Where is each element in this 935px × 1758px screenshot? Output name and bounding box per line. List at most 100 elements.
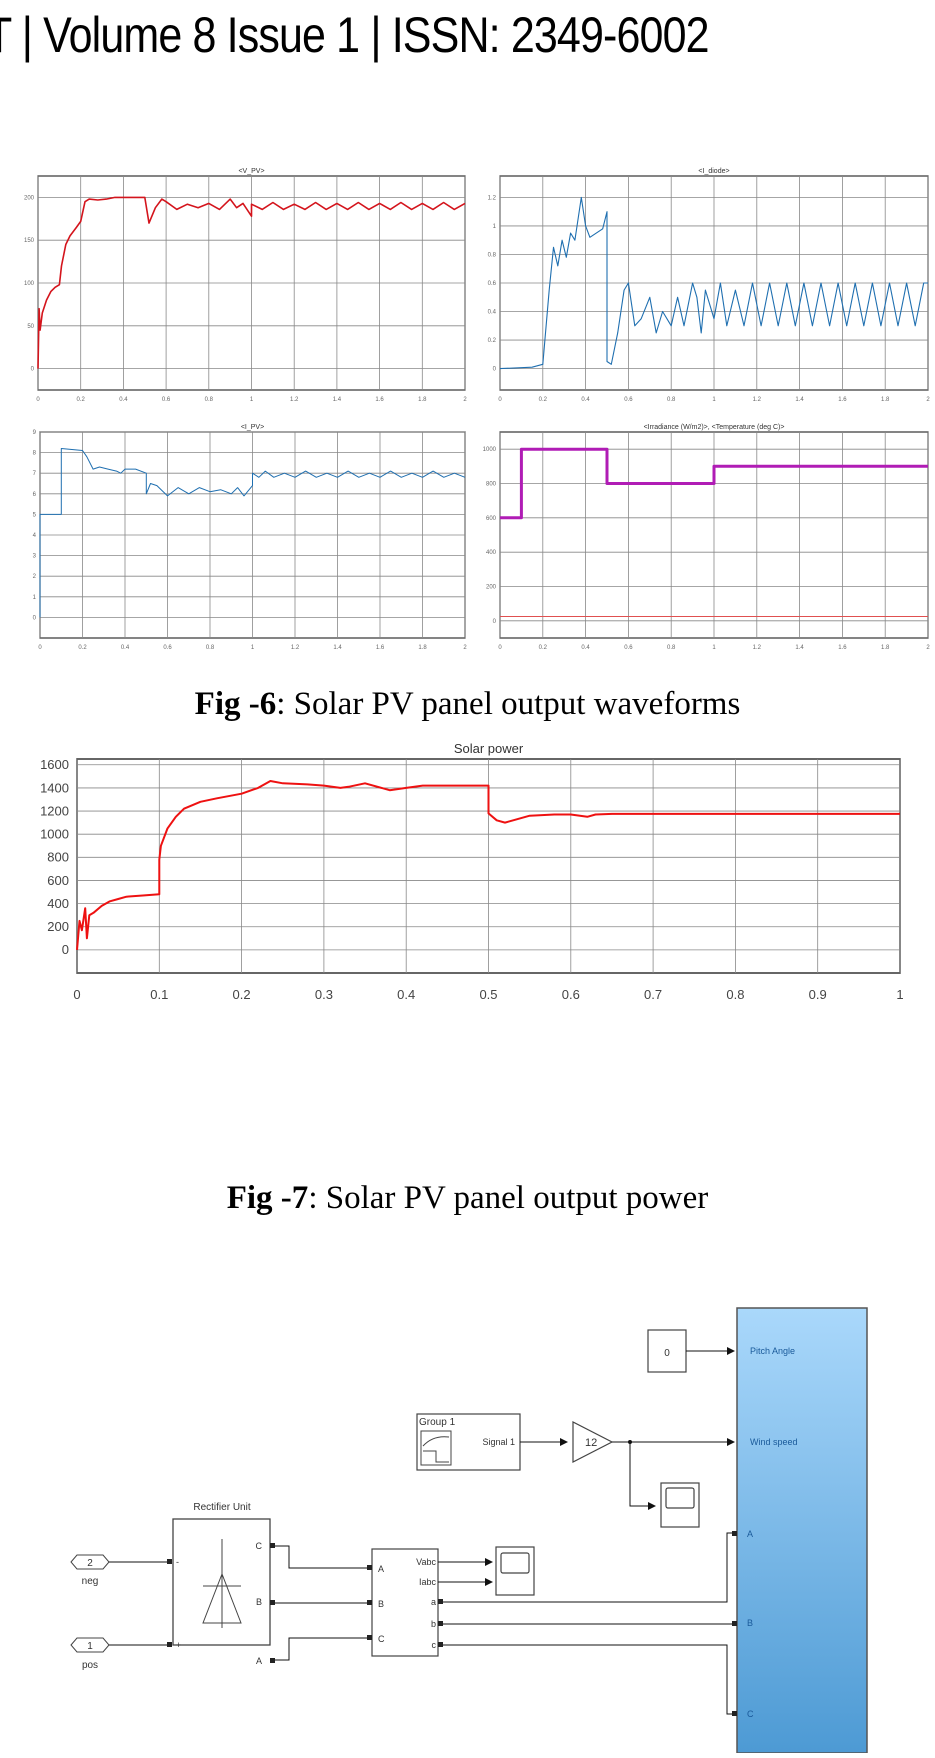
rectifier-port-b: B <box>256 1597 262 1607</box>
svg-text:0.8: 0.8 <box>667 397 676 403</box>
svg-text:1.4: 1.4 <box>795 645 804 651</box>
svg-text:1.8: 1.8 <box>881 397 890 403</box>
svg-text:1.8: 1.8 <box>418 397 427 403</box>
svg-text:1000: 1000 <box>483 447 497 453</box>
svg-text:5: 5 <box>33 512 37 518</box>
svg-text:0.4: 0.4 <box>581 397 590 403</box>
inport-neg-number: 2 <box>87 1558 93 1569</box>
constant-block[interactable]: 0 <box>647 1329 687 1373</box>
inport-pos[interactable]: 1 pos <box>70 1637 110 1671</box>
solar-power-chart: 0 0.1 0.2 0.3 0.4 0.5 0.6 0.7 0.8 0.9 1 0 200 400 600 8… <box>0 725 935 1020</box>
gain-block[interactable]: 12 <box>572 1421 614 1463</box>
rectifier-port-c: C <box>256 1541 263 1551</box>
inport-neg[interactable]: 2 neg <box>70 1554 110 1587</box>
meas-out-b: b <box>431 1619 436 1629</box>
svg-text:0: 0 <box>31 367 35 373</box>
scope-block-wind[interactable] <box>660 1482 700 1528</box>
svg-text:0.8: 0.8 <box>205 397 214 403</box>
port-c: C <box>747 1709 754 1719</box>
svg-text:2: 2 <box>463 645 467 651</box>
svg-text:1: 1 <box>251 645 255 651</box>
svg-text:200: 200 <box>24 195 35 201</box>
svg-text:0.8: 0.8 <box>667 645 676 651</box>
port-pitch-angle: Pitch Angle <box>750 1346 795 1356</box>
svg-text:50: 50 <box>27 324 34 330</box>
signal-builder-block[interactable]: Group 1 Signal 1 <box>416 1413 521 1471</box>
svg-text:0.4: 0.4 <box>488 310 497 316</box>
svg-text:1: 1 <box>712 645 716 651</box>
svg-text:2: 2 <box>463 397 467 403</box>
svg-text:200: 200 <box>486 585 497 591</box>
svg-text:0.9: 0.9 <box>809 987 827 1002</box>
svg-text:0.6: 0.6 <box>624 645 633 651</box>
rectifier-unit-block[interactable]: Rectifier Unit - + C B A <box>167 1502 275 1666</box>
journal-header: T | Volume 8 Issue 1 | ISSN: 2349-6002 <box>0 0 935 95</box>
svg-text:600: 600 <box>486 516 497 522</box>
scope-v-pv: 0 0.2 0.4 0.6 0.8 1 1.2 1.4 1.6 1.8 2 0 50 100 150 200 <… <box>18 162 468 414</box>
svg-text:1.2: 1.2 <box>753 645 762 651</box>
fig7-caption-text: : Solar PV panel output power <box>308 1180 709 1216</box>
svg-text:1.2: 1.2 <box>753 397 762 403</box>
scope-i-pv: 0 0.2 0.4 0.6 0.8 1 1.2 1.4 1.6 1.8 2 0 1 2 3 4 5 6 7 8 9 <I_… <box>18 418 468 662</box>
diode-icon <box>202 1539 242 1628</box>
svg-text:0.7: 0.7 <box>644 987 662 1002</box>
scope-icon <box>665 1487 695 1509</box>
svg-text:0.1: 0.1 <box>150 987 168 1002</box>
svg-text:0.2: 0.2 <box>488 338 497 344</box>
svg-text:600: 600 <box>47 873 69 888</box>
three-phase-measurement-block[interactable]: A B C Vabc Iabc a b c <box>367 1548 443 1657</box>
signal-builder-output: Signal 1 <box>482 1437 515 1447</box>
fig6-caption-label: Fig -6 <box>194 686 277 722</box>
svg-text:1.6: 1.6 <box>376 645 385 651</box>
svg-text:0.4: 0.4 <box>119 397 128 403</box>
svg-text:8: 8 <box>33 451 37 457</box>
svg-text:1: 1 <box>712 397 716 403</box>
svg-text:1: 1 <box>33 595 37 601</box>
svg-text:1.2: 1.2 <box>290 397 299 403</box>
svg-text:<Irradiance (W/m2)>, <Temperat: <Irradiance (W/m2)>, <Temperature (deg C… <box>644 424 785 431</box>
scope-block-vi[interactable] <box>495 1546 535 1596</box>
svg-text:1.4: 1.4 <box>333 397 342 403</box>
meas-in-c: C <box>378 1634 385 1644</box>
signal-builder-title: Group 1 <box>419 1417 456 1428</box>
svg-text:0: 0 <box>493 367 497 373</box>
svg-text:0.6: 0.6 <box>162 397 171 403</box>
meas-in-b: B <box>378 1599 384 1609</box>
fig6-caption-text: : Solar PV panel output waveforms <box>276 686 741 722</box>
svg-text:0: 0 <box>73 987 80 1002</box>
scope-irradiance-temperature: 0 0.2 0.4 0.6 0.8 1 1.2 1.4 1.6 1.8 2 0 200 400 600 800… <box>482 418 935 662</box>
header-fragment: T <box>0 7 11 63</box>
svg-text:0.4: 0.4 <box>121 645 130 651</box>
rectifier-port-a: A <box>256 1656 262 1666</box>
inport-neg-label: neg <box>82 1576 99 1587</box>
svg-text:0: 0 <box>493 619 497 625</box>
svg-text:0.4: 0.4 <box>397 987 415 1002</box>
svg-text:4: 4 <box>33 533 37 539</box>
svg-text:1.2: 1.2 <box>291 645 300 651</box>
svg-text:800: 800 <box>47 850 69 865</box>
port-wind-speed: Wind speed <box>750 1437 798 1447</box>
svg-text:0.6: 0.6 <box>163 645 172 651</box>
journal-issue-line: T | Volume 8 Issue 1 | ISSN: 2349-6002 <box>0 6 710 64</box>
svg-text:0.6: 0.6 <box>562 987 580 1002</box>
svg-text:1400: 1400 <box>40 780 69 795</box>
rectifier-title: Rectifier Unit <box>193 1502 250 1513</box>
svg-text:1.6: 1.6 <box>375 397 384 403</box>
svg-text:1.4: 1.4 <box>333 645 342 651</box>
svg-text:Solar power: Solar power <box>454 741 524 756</box>
meas-out-vabc: Vabc <box>416 1557 436 1567</box>
wind-turbine-block[interactable]: Pitch Angle Wind speed A B C <box>736 1307 868 1754</box>
svg-text:0.2: 0.2 <box>539 645 548 651</box>
svg-text:400: 400 <box>47 896 69 911</box>
svg-text:1200: 1200 <box>40 803 69 818</box>
rectifier-port-neg: - <box>176 1557 179 1567</box>
svg-text:1.6: 1.6 <box>838 397 847 403</box>
svg-text:400: 400 <box>486 550 497 556</box>
svg-text:1: 1 <box>250 397 254 403</box>
svg-text:0.6: 0.6 <box>488 281 497 287</box>
svg-text:100: 100 <box>24 281 35 287</box>
simulink-diagram: Pitch Angle Wind speed A B C 0 Group 1 S… <box>0 1250 935 1754</box>
port-a: A <box>747 1529 753 1539</box>
svg-text:6: 6 <box>33 492 37 498</box>
svg-text:0.3: 0.3 <box>315 987 333 1002</box>
